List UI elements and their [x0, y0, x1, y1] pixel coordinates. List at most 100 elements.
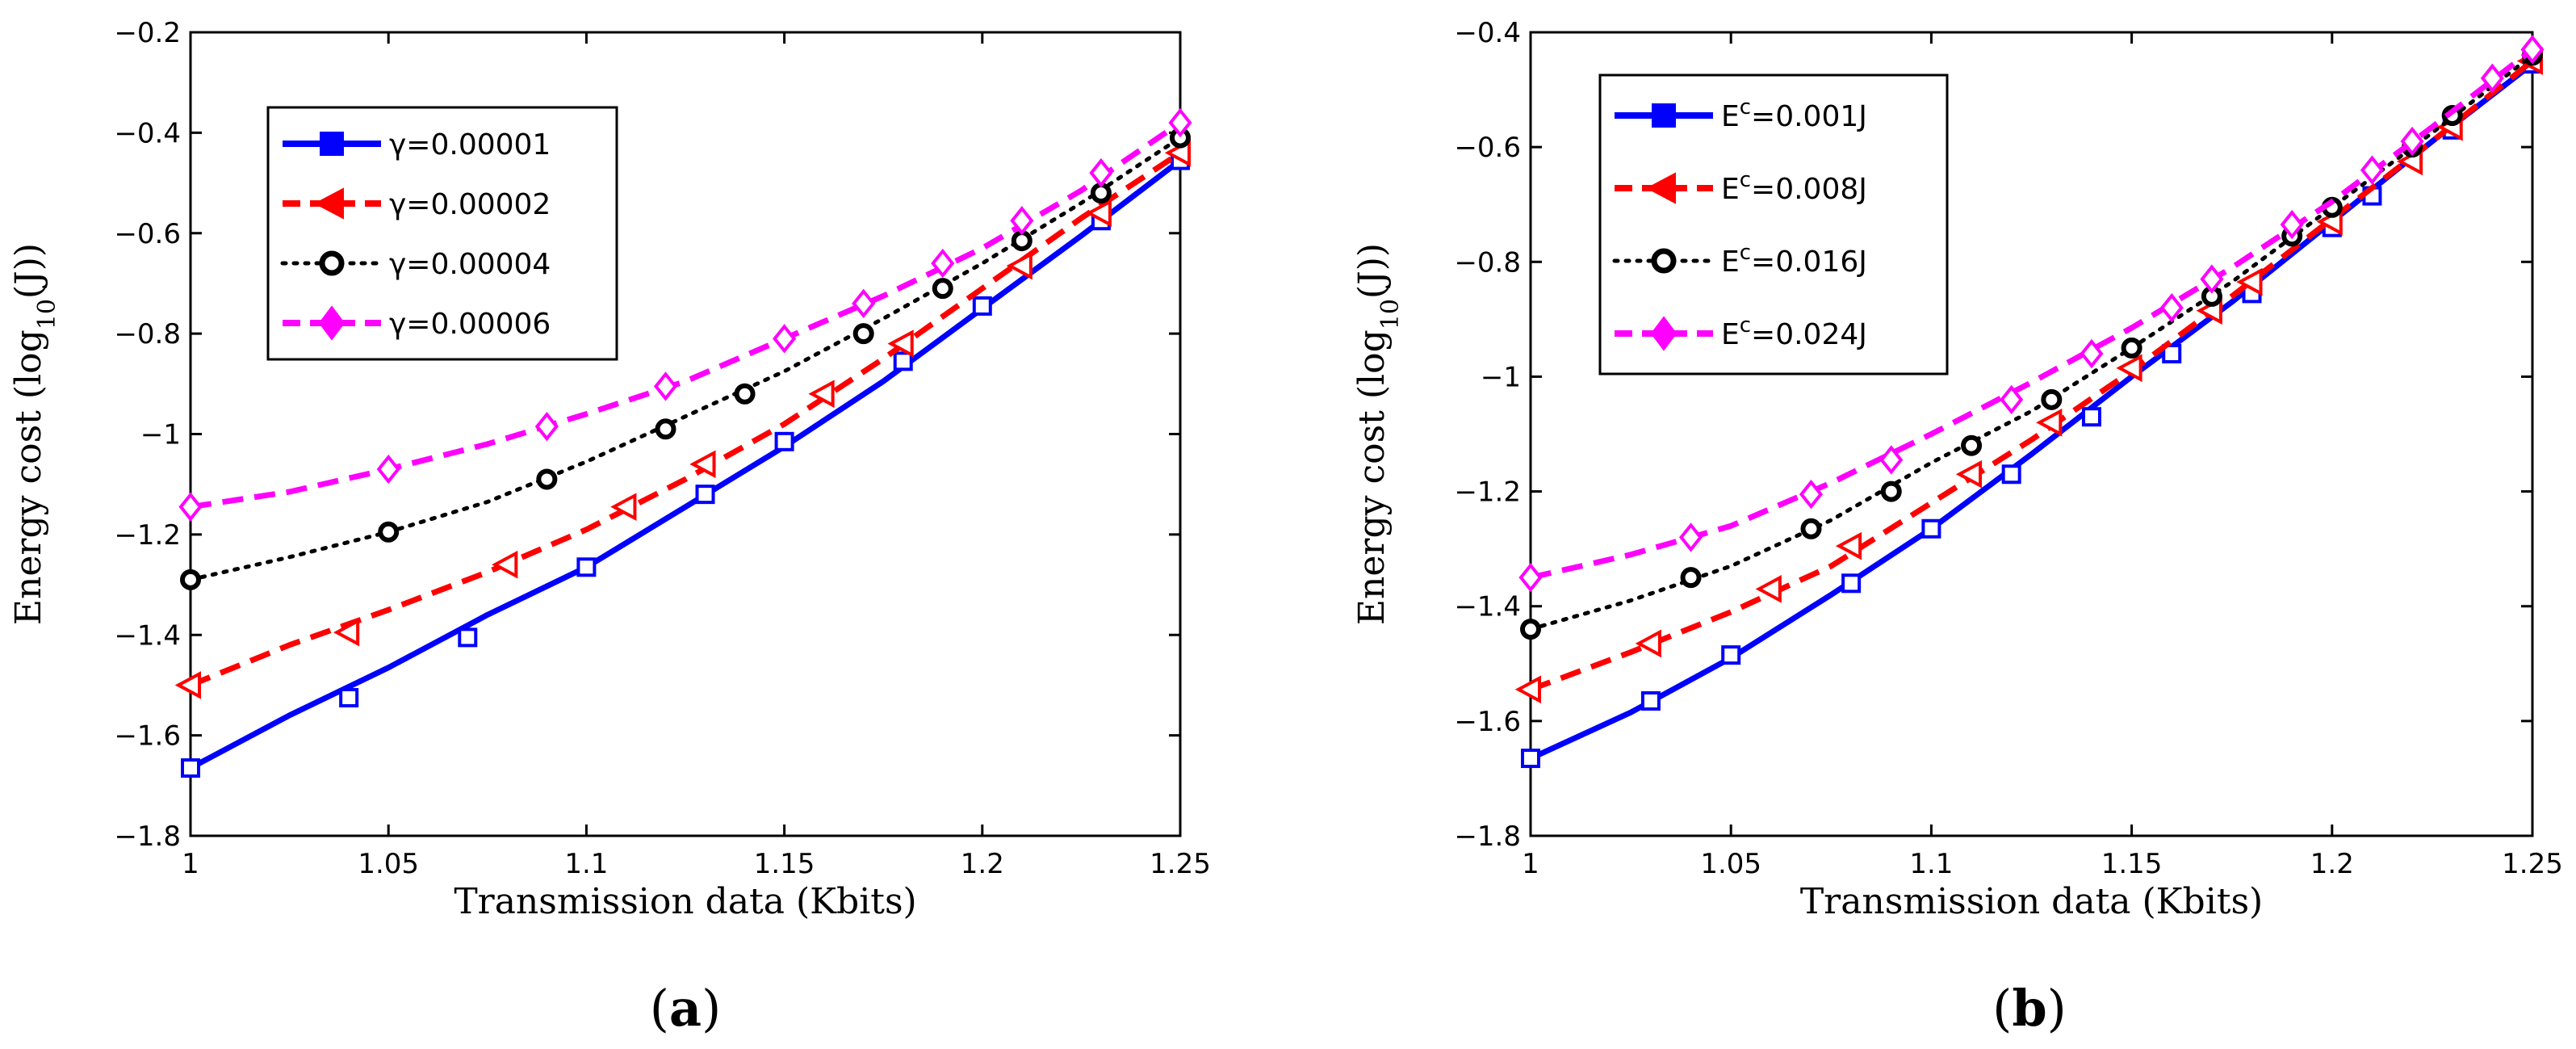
y-axis-label: Energy cost (log10(J)) — [1351, 243, 1405, 625]
data-point-2-5 — [2041, 388, 2063, 410]
data-point-3-4 — [2000, 384, 2024, 415]
panel-label-letter: b — [2012, 979, 2046, 1038]
data-point-2-2 — [1800, 518, 1822, 539]
data-point-1-3 — [1835, 531, 1862, 560]
x-tick-label: 1.2 — [2310, 848, 2354, 880]
panel-label-open: ( — [1992, 979, 2012, 1038]
x-tick-label: 1.15 — [2101, 848, 2163, 880]
y-axis-label-sub: 10 — [33, 299, 61, 329]
legend-entry-name: E — [1721, 318, 1740, 351]
data-point-1-0 — [1514, 675, 1541, 704]
data-point-3-8 — [2280, 209, 2304, 240]
chart-panel-b: 1 1.05 1.1 1.15 1.2 1.25 −1.8 −1.6 −1.4 −1.2 −1 −0.… — [1351, 17, 2563, 1038]
legend-marker-0 — [1652, 103, 1676, 128]
data-point-3-4 — [773, 324, 797, 354]
data-point-3-6 — [931, 248, 955, 279]
legend-entry-name: E — [1721, 100, 1740, 133]
y-tick-label: −0.4 — [114, 117, 181, 149]
data-point-0-0 — [181, 758, 200, 778]
x-axis-label: Transmission data (Kbits) — [1800, 881, 2263, 922]
y-tick-label: −1 — [140, 419, 181, 451]
legend-entry-tail: =0.024J — [1751, 318, 1867, 351]
legend-entry-name: γ=0.00002 — [389, 188, 551, 221]
data-point-0-5 — [774, 431, 794, 451]
data-point-3-9 — [1168, 107, 1192, 138]
data-point-2-1 — [1680, 567, 1702, 589]
data-point-3-10 — [2400, 126, 2424, 157]
data-point-1-7 — [1006, 251, 1032, 280]
data-point-3-12 — [2520, 35, 2545, 65]
panel-label: (a) — [650, 979, 722, 1038]
data-point-0-1 — [339, 687, 359, 707]
x-axis-label: Transmission data (Kbits) — [454, 881, 916, 922]
data-point-3-8 — [1089, 157, 1113, 188]
y-tick-label: −0.4 — [1454, 17, 1521, 49]
series-1 — [174, 138, 1191, 699]
y-tick-label: −1.2 — [114, 519, 181, 552]
data-point-1-0 — [174, 671, 201, 699]
legend-entry-3: γ=0.00006 — [389, 308, 551, 341]
data-point-1-4 — [689, 450, 716, 479]
y-axis-label-tail: (J)) — [1351, 243, 1393, 299]
y-axis-label-main: Energy cost (log — [1351, 329, 1393, 625]
y-tick-label: −1.6 — [1454, 706, 1521, 738]
legend-entry-tail: =0.016J — [1751, 245, 1867, 279]
data-point-1-6 — [887, 329, 914, 358]
y-tick-label: −0.6 — [1454, 132, 1521, 164]
legend-entry-name: γ=0.00001 — [389, 128, 551, 162]
legend-entry-tail: =0.008J — [1751, 173, 1867, 206]
legend-entry-2: Ec=0.016J — [1721, 241, 1867, 279]
legend-marker-1 — [1645, 172, 1676, 204]
x-tick-label: 1 — [1522, 848, 1539, 880]
legend-entry-3: Ec=0.024J — [1721, 313, 1867, 351]
legend-entry-tail: =0.001J — [1751, 100, 1867, 133]
y-tick-label: −1 — [1481, 361, 1521, 393]
data-point-1-2 — [492, 550, 518, 579]
data-point-0-1 — [1640, 690, 1661, 711]
y-tick-label: −1.4 — [114, 619, 181, 652]
y-axis-label-sub: 10 — [1376, 299, 1405, 329]
data-point-1-6 — [2116, 354, 2142, 383]
data-point-2-4 — [1961, 434, 1983, 456]
data-point-0-5 — [2001, 464, 2021, 485]
chart-panel-a: 1 1.05 1.1 1.15 1.2 1.25 −1.8 −1.6 −1.4 −1.2 −1 −0.… — [8, 17, 1211, 1038]
legend-entry-name: E — [1721, 173, 1740, 206]
y-tick-label: −1.8 — [1454, 820, 1521, 853]
legend-entry-sup: c — [1740, 313, 1751, 338]
legend-marker-1 — [313, 187, 344, 220]
panel-label-close: ) — [702, 979, 721, 1038]
data-point-3-2 — [1799, 479, 1824, 510]
data-point-0-2 — [1721, 645, 1741, 665]
data-point-1-8 — [2236, 267, 2263, 296]
data-point-2-6 — [2121, 337, 2142, 359]
data-point-2-0 — [1520, 619, 1541, 640]
legend-marker-0 — [320, 132, 344, 156]
data-point-3-3 — [1879, 445, 1904, 475]
data-point-0-6 — [2081, 407, 2101, 427]
data-point-3-7 — [1010, 206, 1034, 236]
y-axis-label-tail: (J)) — [8, 243, 49, 299]
data-point-0-7 — [2162, 344, 2182, 363]
data-point-2-3 — [1880, 480, 1902, 502]
x-tick-label: 1.05 — [358, 848, 419, 880]
x-tick-label: 1.15 — [754, 848, 815, 880]
series-2 — [180, 127, 1191, 590]
series-line-3 — [190, 120, 1182, 510]
data-point-1-4 — [1955, 459, 1983, 489]
data-point-1-8 — [1085, 199, 1112, 228]
series-line-2 — [1528, 52, 2535, 631]
y-axis-label: Energy cost (log10(J)) — [8, 243, 61, 625]
data-point-1-1 — [1635, 629, 1661, 658]
data-point-1-3 — [610, 493, 637, 522]
x-tick-label: 1.2 — [961, 848, 1004, 880]
data-point-2-0 — [180, 569, 201, 590]
legend-marker-3 — [1650, 316, 1678, 351]
series-3 — [178, 107, 1192, 522]
panel-label-open: ( — [650, 979, 669, 1038]
legend-entry-1: γ=0.00002 — [389, 188, 551, 221]
legend-marker-2 — [319, 250, 345, 276]
legend-entry-0: Ec=0.001J — [1721, 95, 1867, 133]
data-point-2-3 — [655, 418, 676, 440]
data-point-3-5 — [852, 288, 876, 319]
